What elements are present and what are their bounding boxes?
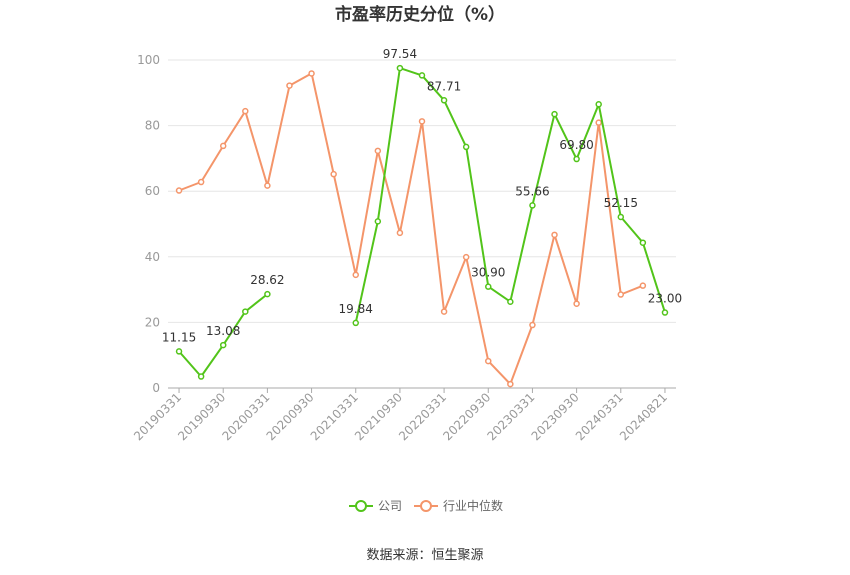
data-point <box>308 70 315 77</box>
data-point <box>462 253 470 261</box>
legend-label: 公司 <box>378 499 402 513</box>
legend-marker <box>355 500 367 512</box>
data-label: 52.15 <box>604 196 638 210</box>
data-point <box>330 170 337 178</box>
data-point <box>639 239 647 246</box>
data-point <box>286 82 293 89</box>
data-point <box>396 229 404 237</box>
data-point <box>396 64 404 72</box>
legend-item-1: 行业中位数 <box>414 498 503 513</box>
legend-label: 行业中位数 <box>443 498 503 513</box>
data-point <box>617 213 625 221</box>
data-point <box>661 309 669 316</box>
chart-title: 市盈率历史分位（%） <box>335 4 505 25</box>
data-point <box>595 119 602 126</box>
data-label: 69.80 <box>559 138 593 152</box>
data-point <box>639 282 647 289</box>
data-point <box>352 271 359 279</box>
data-label: 30.90 <box>471 266 505 280</box>
data-point <box>440 97 448 104</box>
data-point <box>242 308 249 315</box>
data-label: 13.08 <box>206 324 240 338</box>
data-point <box>197 373 205 380</box>
data-point <box>175 187 183 194</box>
y-axis: 0 20 40 60 80 100 <box>137 53 160 395</box>
y-tick-label: 0 <box>152 381 160 395</box>
data-point <box>418 72 426 79</box>
data-point <box>264 182 271 189</box>
y-tick-label: 80 <box>145 119 160 133</box>
data-point <box>418 118 426 125</box>
x-axis: 2019033120190930202003312020093020210331… <box>131 387 676 443</box>
data-source: 数据来源：恒生聚源 <box>366 548 483 563</box>
y-tick-label: 100 <box>137 53 160 67</box>
data-point <box>440 308 448 315</box>
data-point <box>551 110 558 118</box>
data-point <box>573 155 580 163</box>
y-tick-label: 60 <box>145 184 160 198</box>
legend-marker <box>420 500 432 512</box>
data-point <box>374 147 382 155</box>
data-point <box>374 218 382 225</box>
data-point <box>595 101 602 108</box>
grid-lines <box>168 59 676 323</box>
data-point <box>485 283 492 290</box>
data-point <box>352 319 359 327</box>
series-1 <box>175 70 647 388</box>
data-point <box>617 291 625 298</box>
data-point <box>264 290 271 298</box>
legend: 公司 行业中位数 <box>349 498 503 513</box>
data-label: 19.84 <box>339 302 373 316</box>
legend-item-0: 公司 <box>349 499 402 513</box>
data-label: 23.00 <box>648 292 682 306</box>
data-point <box>219 142 227 150</box>
y-tick-label: 20 <box>145 315 160 329</box>
series-layer: 11.15 13.08 28.62 19.84 97.54 87.71 30.90 55.66… <box>162 47 682 388</box>
data-point <box>529 321 536 329</box>
y-tick-label: 40 <box>145 250 160 264</box>
data-point <box>219 341 227 349</box>
data-point <box>175 348 183 355</box>
data-point <box>573 300 580 307</box>
data-point <box>485 357 492 365</box>
data-point <box>462 143 470 151</box>
data-label: 28.62 <box>250 273 284 287</box>
series-line <box>178 72 644 386</box>
data-point <box>242 107 249 115</box>
data-label: 97.54 <box>383 47 417 61</box>
data-label: 55.66 <box>515 184 549 198</box>
data-point <box>529 202 536 209</box>
data-point <box>507 380 514 388</box>
x-tick-label: 20240821 <box>617 390 670 443</box>
data-point <box>507 298 514 305</box>
data-label: 87.71 <box>427 79 461 93</box>
series-0: 11.15 13.08 28.62 19.84 97.54 87.71 30.90 55.66… <box>162 47 682 380</box>
data-point <box>551 231 558 239</box>
data-point <box>197 178 205 186</box>
data-label: 11.15 <box>162 330 196 344</box>
